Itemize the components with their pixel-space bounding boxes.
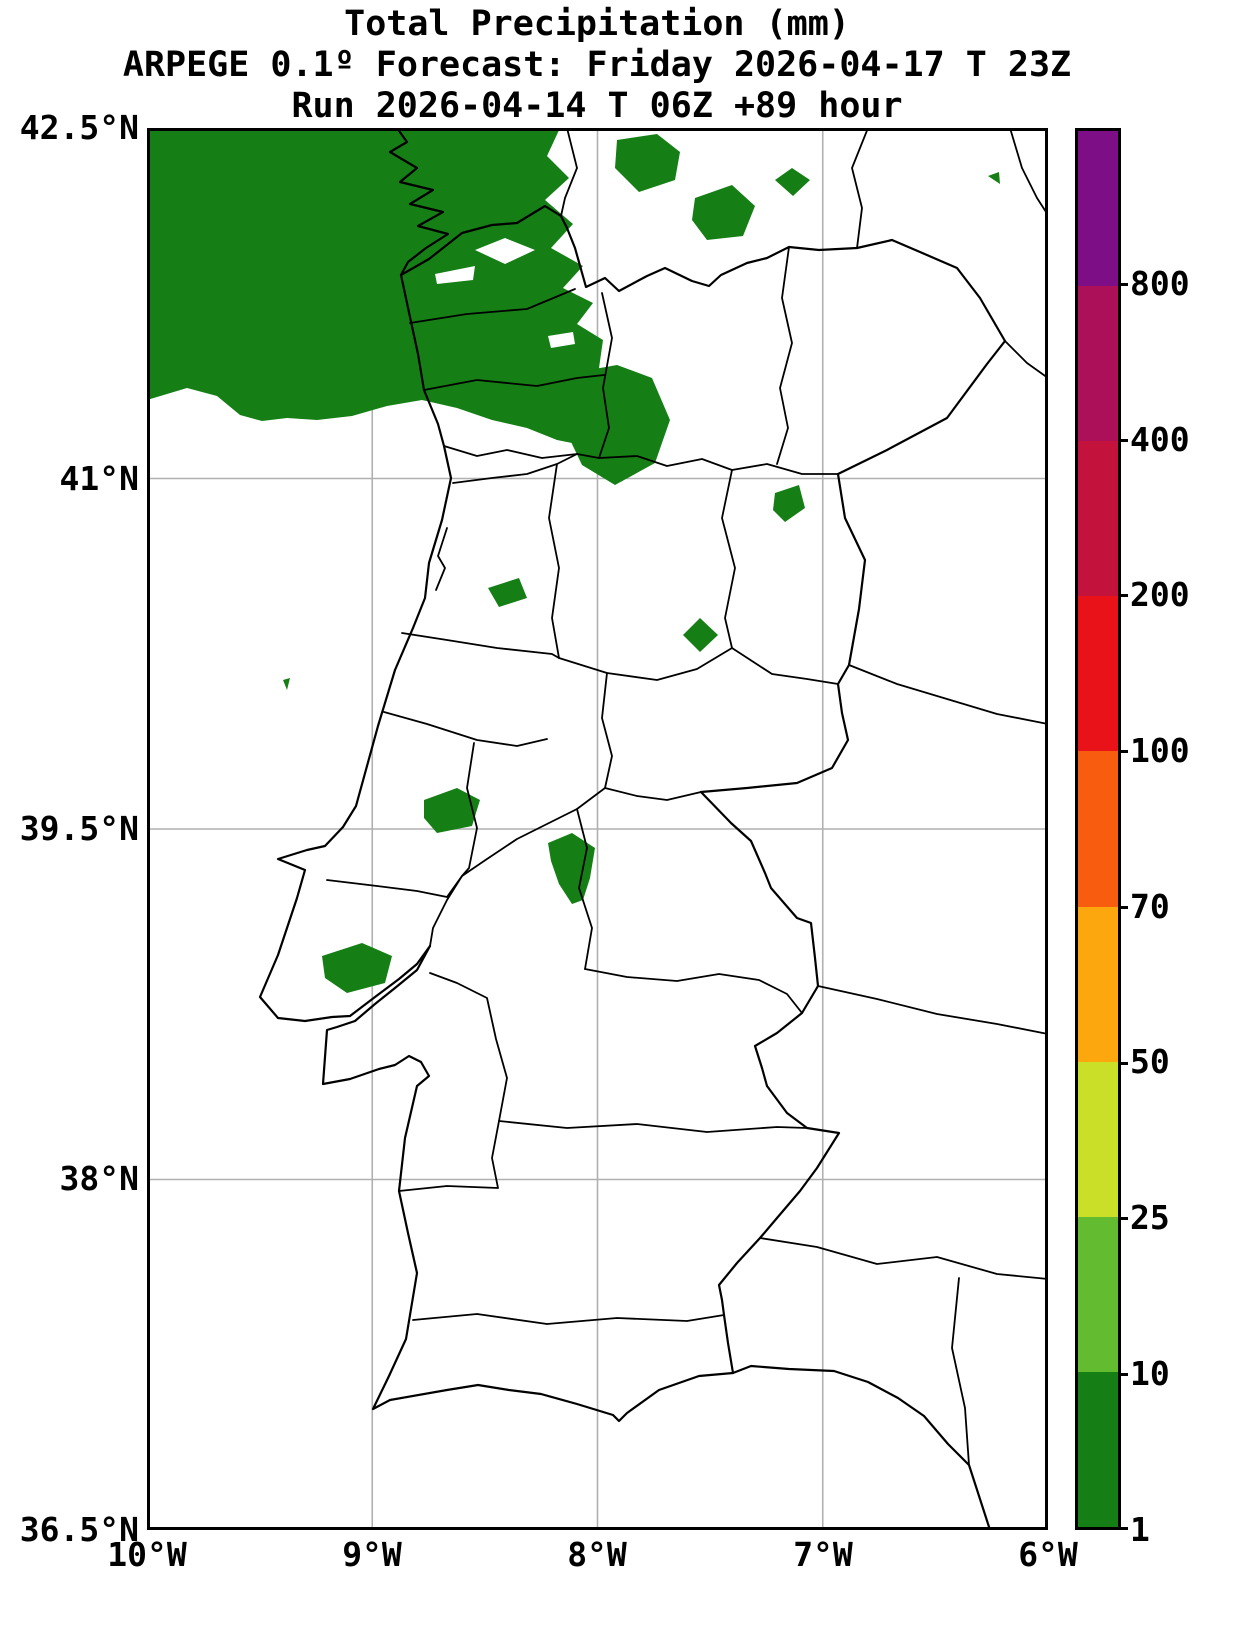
district-boundary <box>423 374 605 391</box>
district-boundary <box>731 647 839 685</box>
colorbar-tick <box>1121 1527 1128 1530</box>
district-boundary <box>576 808 593 970</box>
precip-hole <box>435 266 475 284</box>
precip-area-aveiro-viseu <box>488 578 527 607</box>
colorbar-segment-200-400 <box>1078 441 1118 597</box>
colorbar-tick-label: 400 <box>1130 420 1190 459</box>
portugal-spain-border <box>399 204 1007 1375</box>
colorbar-tick-label: 10 <box>1130 1354 1170 1393</box>
province-boundary <box>759 1237 1048 1280</box>
colorbar-tick-label: 50 <box>1130 1042 1170 1081</box>
colorbar-tick <box>1121 906 1128 909</box>
colorbar-segment-70-100 <box>1078 751 1118 907</box>
colorbar-tick-label: 70 <box>1130 887 1170 926</box>
aveiro-lagoon <box>435 527 448 591</box>
district-boundary <box>548 463 560 659</box>
colorbar-segment-400-800 <box>1078 286 1118 442</box>
province-boundary <box>848 664 1048 725</box>
x-tick-label: 6°W <box>1018 1535 1078 1574</box>
colorbar-segment-10-25 <box>1078 1216 1118 1372</box>
district-boundary <box>558 647 733 681</box>
precip-area-tiny <box>508 178 520 186</box>
district-boundary <box>443 445 839 475</box>
precip-area-northwest-blob <box>147 128 617 446</box>
province-boundary <box>560 128 578 217</box>
district-boundary <box>401 632 560 659</box>
y-tick-label: 41°N <box>59 459 139 498</box>
precip-area-guarda-border <box>773 485 805 522</box>
precip-layer <box>147 128 1000 993</box>
precip-area-vila-real <box>562 365 670 485</box>
colorbar-tick-label: 1 <box>1130 1510 1150 1549</box>
district-boundary <box>429 972 508 1122</box>
precip-area-galicia-patch <box>775 168 810 196</box>
colorbar-tick-label: 200 <box>1130 575 1190 614</box>
colorbar-segment-gt800 <box>1078 131 1118 287</box>
colorbar-tick-label: 800 <box>1130 264 1190 303</box>
colorbar-tick <box>1121 1217 1128 1220</box>
province-boundary <box>817 985 1048 1035</box>
x-tick-label: 8°W <box>567 1535 627 1574</box>
colorbar-tick-label: 25 <box>1130 1198 1170 1237</box>
colorbar-segment-100-200 <box>1078 596 1118 752</box>
district-boundary <box>461 742 478 877</box>
colorbar-tick <box>1121 439 1128 442</box>
district-boundary <box>452 453 578 484</box>
colorbar-tick-label: 100 <box>1130 731 1190 770</box>
boundary-layer <box>258 128 1048 1530</box>
precip-area-coast-speck <box>283 678 290 690</box>
district-boundary <box>498 1120 808 1133</box>
district-boundary <box>398 1120 500 1192</box>
colorbar-segment-50-70 <box>1078 906 1118 1062</box>
y-tick-label: 36.5°N <box>19 1510 139 1549</box>
district-boundary <box>601 672 613 789</box>
district-boundary <box>721 469 736 649</box>
colorbar-tick <box>1121 1062 1128 1065</box>
district-boundary <box>383 711 548 747</box>
chart-subtitle-run: Run 2026-04-14 T 06Z +89 hour <box>291 86 903 126</box>
x-tick-label: 10°W <box>107 1535 187 1574</box>
district-boundary <box>409 288 576 324</box>
district-boundary <box>598 292 613 459</box>
precip-hole <box>475 238 535 264</box>
precip-area-tomar <box>548 833 595 904</box>
colorbar-segment-25-50 <box>1078 1061 1118 1217</box>
map-canvas <box>147 128 1048 1530</box>
x-tick-label: 7°W <box>793 1535 853 1574</box>
precip-area-tiny-northeast <box>988 172 1000 184</box>
district-boundary <box>429 787 702 947</box>
y-tick-label: 39.5°N <box>19 809 139 848</box>
precip-area-leiria <box>424 788 480 833</box>
y-tick-label: 38°N <box>59 1159 139 1198</box>
map-frame <box>147 128 1048 1530</box>
district-boundary <box>776 246 793 465</box>
district-boundary <box>412 1313 725 1325</box>
chart-title: Total Precipitation (mm) <box>344 4 850 44</box>
chart-subtitle-forecast: ARPEGE 0.1º Forecast: Friday 2026-04-17 … <box>122 45 1072 85</box>
province-boundary <box>951 1277 970 1466</box>
precip-area-lisbon-north <box>322 943 392 993</box>
y-tick-label: 42.5°N <box>19 108 139 147</box>
colorbar-tick <box>1121 594 1128 597</box>
colorbar-tick <box>1121 1373 1128 1376</box>
colorbar-segment-1-10 <box>1078 1371 1118 1527</box>
precip-area-galicia-patch <box>692 185 755 240</box>
province-boundary <box>851 128 869 249</box>
colorbar-tick <box>1121 283 1128 286</box>
colorbar <box>1075 128 1121 1530</box>
province-boundary <box>1004 340 1048 379</box>
province-boundary <box>1009 128 1048 216</box>
colorbar-tick <box>1121 750 1128 753</box>
district-boundary <box>326 875 463 898</box>
precip-hole <box>548 332 575 348</box>
district-boundary <box>584 968 803 1014</box>
precip-area-estrela <box>683 618 718 652</box>
x-tick-label: 9°W <box>342 1535 402 1574</box>
precip-area-galicia-patch <box>615 134 680 192</box>
